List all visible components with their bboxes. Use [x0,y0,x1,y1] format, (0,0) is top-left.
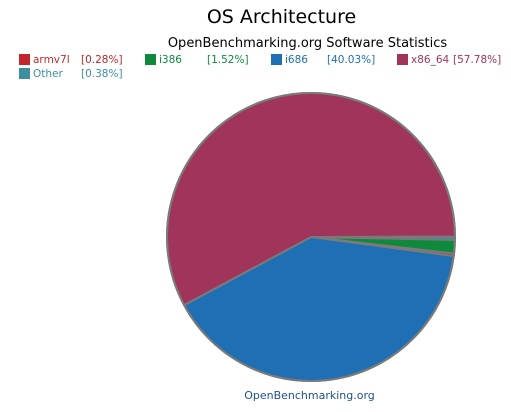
legend-swatch-armv7l [19,54,30,65]
chart-subtitle: OpenBenchmarking.org Software Statistics [167,36,448,51]
pie-outline [166,92,456,382]
legend-value-armv7l: [0.28%] [81,54,123,66]
legend-label-other: Other [33,68,63,80]
legend-value-i686: [40.03%] [327,54,376,66]
pie-slices [166,91,457,382]
legend-label-armv7l: armv7l [33,54,70,66]
legend-swatch-i386 [145,54,156,65]
legend-value-i386: [1.52%] [207,54,249,66]
legend-value-other: [0.38%] [81,68,123,80]
legend-value-x86-64: [57.78%] [453,54,502,66]
chart-footer: OpenBenchmarking.org [244,389,375,402]
legend-label-i686: i686 [285,54,308,66]
legend-label-i386: i386 [159,54,182,66]
chart-title: OS Architecture [206,6,357,28]
legend-label-x86-64: x86_64 [411,54,450,66]
legend-swatch-other [19,68,30,79]
legend-swatch-x86-64 [397,54,408,65]
legend-swatch-i686 [271,54,282,65]
